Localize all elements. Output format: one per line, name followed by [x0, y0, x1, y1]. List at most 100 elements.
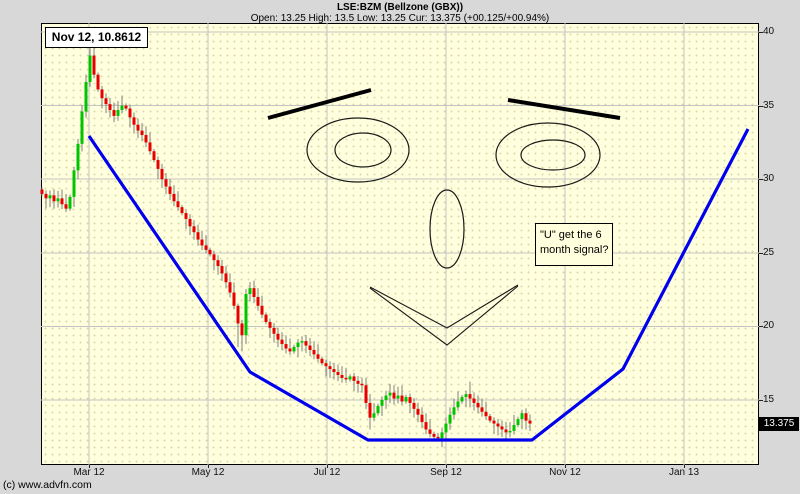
candle-down: [152, 151, 156, 161]
y-axis-tick: [759, 400, 763, 401]
candle-down: [132, 117, 136, 125]
candle-down: [220, 266, 224, 274]
candle-down: [60, 198, 64, 205]
candle-up: [376, 405, 380, 414]
candle-down: [400, 395, 404, 402]
candle-up: [56, 198, 60, 202]
candle-down: [420, 414, 424, 423]
candle-down: [208, 249, 212, 255]
trend-line: [87, 128, 750, 442]
candle-up: [88, 55, 92, 83]
plot-area[interactable]: [40, 23, 759, 465]
candle-up: [72, 170, 76, 197]
candle-up: [388, 392, 392, 396]
candle-up: [244, 294, 248, 336]
candle-down: [156, 160, 160, 169]
candle-down: [40, 189, 44, 194]
x-axis-label: Sep 12: [430, 467, 462, 478]
candle-up: [76, 143, 80, 171]
x-axis-label: Jul 12: [313, 467, 341, 478]
candle-down: [428, 429, 432, 434]
candle-down: [236, 305, 240, 324]
candle-up: [48, 195, 52, 199]
x-axis-tick: [327, 465, 328, 468]
candle-down: [496, 423, 500, 427]
candle-up: [116, 110, 120, 116]
candle-down: [204, 245, 208, 250]
y-axis-label: 35: [763, 100, 775, 111]
candle-up: [384, 395, 388, 400]
candle-down: [280, 339, 284, 345]
candle-down: [332, 369, 336, 373]
x-axis-label: Nov 12: [549, 467, 581, 478]
candle-down: [192, 226, 196, 233]
candle-down: [252, 288, 256, 297]
candle-down: [144, 135, 148, 143]
candle-down: [128, 108, 132, 118]
candle-down: [416, 408, 420, 415]
candle-down: [432, 433, 436, 437]
candle-down: [328, 366, 332, 370]
candle-down: [316, 354, 320, 359]
candle-down: [188, 218, 192, 227]
annotation-note[interactable]: "U" get the 6 month signal?: [535, 223, 613, 266]
candle-down: [472, 398, 476, 403]
eyebrow-line: [267, 88, 372, 120]
crosshair-readout: Nov 12, 10.8612: [45, 27, 148, 48]
candle-down: [216, 260, 220, 267]
candle-down: [64, 204, 68, 209]
candle-down: [260, 305, 264, 315]
y-axis-label: 15: [763, 394, 775, 405]
candle-up: [248, 288, 252, 295]
candle-up: [512, 425, 516, 431]
candle-up: [404, 397, 408, 402]
candle-down: [112, 110, 116, 116]
candle-down: [108, 104, 112, 111]
candle-up: [68, 196, 72, 209]
eyebrow-line: [507, 98, 621, 120]
candle-up: [460, 397, 464, 402]
candle-down: [240, 323, 244, 336]
candle-down: [312, 349, 316, 355]
candle-down: [344, 377, 348, 380]
candle-up: [444, 423, 448, 433]
y-axis-label: 40: [763, 26, 775, 37]
candle-down: [304, 341, 308, 346]
candle-down: [52, 195, 56, 202]
candle-down: [284, 344, 288, 349]
candle-down: [320, 358, 324, 364]
candle-down: [224, 273, 228, 283]
y-axis-label: 20: [763, 320, 775, 331]
candle-up: [508, 430, 512, 433]
candle-up: [300, 341, 304, 343]
candle-down: [392, 392, 396, 399]
candle-down: [180, 207, 184, 214]
candle-down: [148, 142, 152, 152]
y-axis-tick: [759, 179, 763, 180]
candle-down: [92, 55, 96, 75]
last-price-badge: 13.375: [759, 417, 799, 431]
candle-down: [480, 407, 484, 412]
eye-ellipse: [334, 132, 392, 168]
annotation-note-line1: "U" get the 6: [540, 229, 602, 241]
candle-up: [80, 111, 84, 144]
candle-down: [44, 193, 48, 199]
candle-up: [396, 395, 400, 399]
eye-ellipse: [306, 117, 410, 183]
candle-down: [476, 402, 480, 408]
copyright-text: (c) www.advfn.com: [3, 479, 92, 491]
x-axis-label: Jan 13: [668, 467, 700, 478]
y-axis-label: 30: [763, 173, 775, 184]
candle-down: [264, 314, 268, 322]
mouth-line: [369, 284, 519, 329]
candle-down: [352, 376, 356, 381]
candle-down: [408, 397, 412, 403]
candle-down: [200, 239, 204, 246]
x-axis-tick: [446, 465, 447, 468]
candle-down: [276, 333, 280, 340]
y-axis-tick: [759, 326, 763, 327]
candle-down: [288, 348, 292, 352]
y-axis-label: 25: [763, 247, 775, 258]
candle-down: [184, 213, 188, 219]
